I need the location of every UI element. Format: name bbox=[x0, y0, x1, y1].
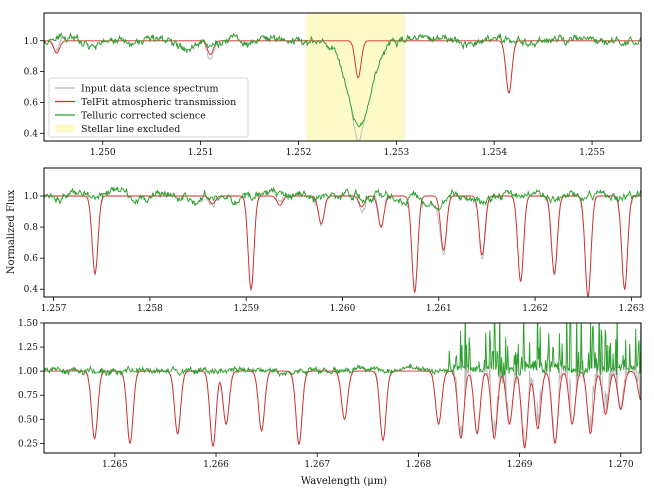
series-input-spectrum bbox=[44, 323, 641, 449]
series-telluric-corrected bbox=[44, 323, 641, 379]
y-tick-label: 0.75 bbox=[18, 391, 38, 401]
y-tick-label: 1.0 bbox=[24, 192, 39, 202]
axes-frame bbox=[43, 12, 642, 142]
y-tick-label: 0.8 bbox=[24, 68, 39, 78]
y-tick-label: 0.8 bbox=[24, 223, 39, 233]
x-tick-label: 1.254 bbox=[481, 148, 507, 158]
legend: Input data science spectrum TelFit atmosp… bbox=[48, 77, 249, 138]
series-telfit-transmission bbox=[44, 195, 641, 297]
x-tick-label: 1.250 bbox=[90, 148, 116, 158]
y-tick-label: 1.50 bbox=[18, 319, 38, 329]
y-tick-label: 0.25 bbox=[18, 439, 38, 449]
legend-label: Telluric corrected science bbox=[81, 111, 206, 122]
y-tick-label: 0.6 bbox=[24, 254, 39, 264]
x-tick-label: 1.265 bbox=[102, 460, 128, 470]
x-tick-label: 1.253 bbox=[383, 148, 409, 158]
x-tick-label: 1.261 bbox=[426, 304, 452, 314]
y-tick-label: 1.0 bbox=[24, 37, 39, 47]
x-tick-label: 1.255 bbox=[579, 148, 605, 158]
legend-label: Input data science spectrum bbox=[81, 84, 218, 95]
y-axis-label: Normalized Flux bbox=[6, 189, 17, 274]
stellar-line-excluded-span bbox=[306, 13, 406, 141]
x-tick-label: 1.262 bbox=[522, 304, 548, 314]
x-tick-label: 1.251 bbox=[188, 148, 214, 158]
legend-swatch-stellar-excluded bbox=[55, 124, 75, 133]
axes-frame bbox=[43, 322, 642, 454]
x-tick-label: 1.252 bbox=[286, 148, 312, 158]
x-axis-label: Wavelength (μm) bbox=[301, 476, 387, 487]
x-tick-label: 1.260 bbox=[330, 304, 356, 314]
legend-label: TelFit atmospheric transmission bbox=[81, 97, 236, 108]
panel-2: 1.257 1.258 1.259 1.260 1.261 1.262 1.263 0.4 0.… bbox=[24, 167, 645, 314]
y-tick-label: 0.6 bbox=[24, 98, 39, 108]
series-telfit-transmission bbox=[44, 370, 641, 449]
y-tick-label: 1.25 bbox=[18, 343, 38, 353]
axes-frame bbox=[43, 167, 642, 298]
series-telluric-corrected bbox=[44, 32, 641, 128]
x-tick-label: 1.257 bbox=[41, 304, 67, 314]
panel-3: 1.265 1.266 1.267 1.268 1.269 1.270 0.25 0.50 0.… bbox=[18, 319, 642, 470]
x-tick-label: 1.259 bbox=[233, 304, 259, 314]
x-tick-label: 1.269 bbox=[507, 460, 533, 470]
y-tick-label: 0.4 bbox=[24, 129, 39, 139]
panel-1: 1.250 1.251 1.252 1.253 1.254 1.255 0.4 0.6 0.8 1… bbox=[24, 12, 642, 158]
legend-box bbox=[48, 77, 249, 138]
x-tick-label: 1.263 bbox=[618, 304, 644, 314]
x-tick-label: 1.267 bbox=[304, 460, 330, 470]
x-tick-label: 1.270 bbox=[608, 460, 634, 470]
y-tick-label: 1.00 bbox=[18, 367, 38, 377]
x-tick-label: 1.268 bbox=[406, 460, 432, 470]
series-telluric-corrected bbox=[44, 185, 641, 212]
x-tick-label: 1.266 bbox=[203, 460, 229, 470]
legend-label: Stellar line excluded bbox=[81, 124, 180, 135]
x-tick-label: 1.258 bbox=[137, 304, 163, 314]
y-tick-label: 0.4 bbox=[24, 285, 39, 295]
y-tick-label: 0.50 bbox=[18, 415, 38, 425]
